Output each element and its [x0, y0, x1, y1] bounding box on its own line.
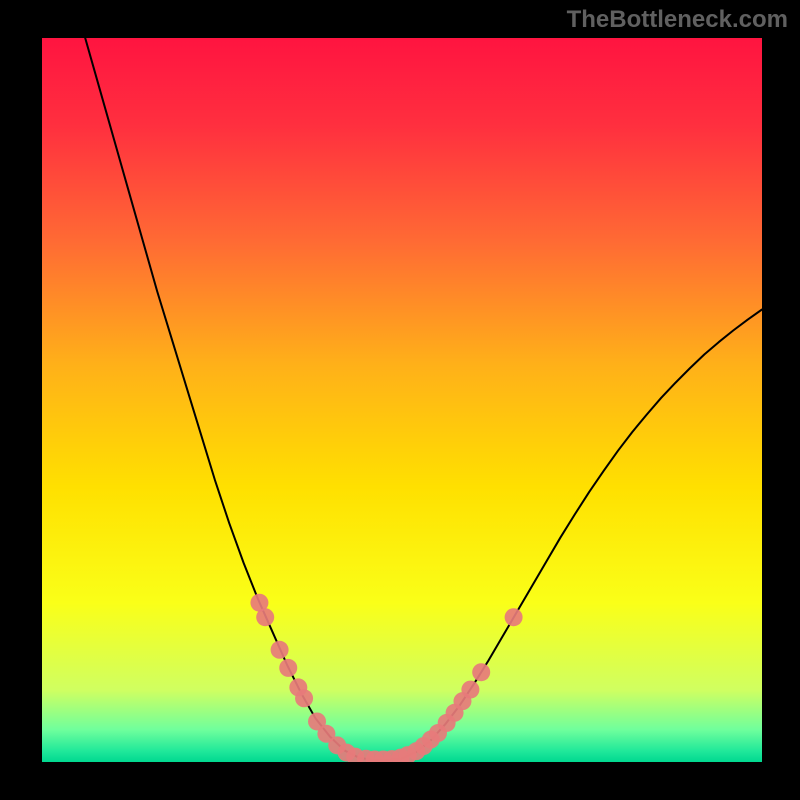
chart-frame [0, 0, 800, 800]
data-marker [271, 641, 289, 659]
data-marker [472, 663, 490, 681]
watermark-text: TheBottleneck.com [567, 6, 788, 34]
data-marker [279, 659, 297, 677]
data-marker [295, 689, 313, 707]
data-marker [505, 608, 523, 626]
data-marker [256, 608, 274, 626]
data-markers [42, 38, 762, 762]
data-marker [461, 681, 479, 699]
plot-area [42, 38, 762, 762]
